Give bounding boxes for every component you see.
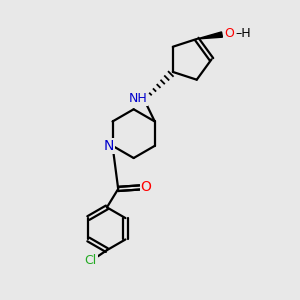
Text: O: O	[141, 180, 152, 194]
Text: NH: NH	[128, 92, 147, 105]
Text: O: O	[141, 180, 152, 194]
Text: N: N	[104, 139, 114, 153]
Text: Cl: Cl	[84, 254, 97, 267]
Text: NH: NH	[128, 92, 147, 105]
Text: N: N	[104, 139, 114, 153]
Text: Cl: Cl	[84, 254, 97, 267]
Text: O: O	[224, 27, 234, 40]
Polygon shape	[197, 32, 223, 39]
Text: –H: –H	[236, 27, 251, 40]
